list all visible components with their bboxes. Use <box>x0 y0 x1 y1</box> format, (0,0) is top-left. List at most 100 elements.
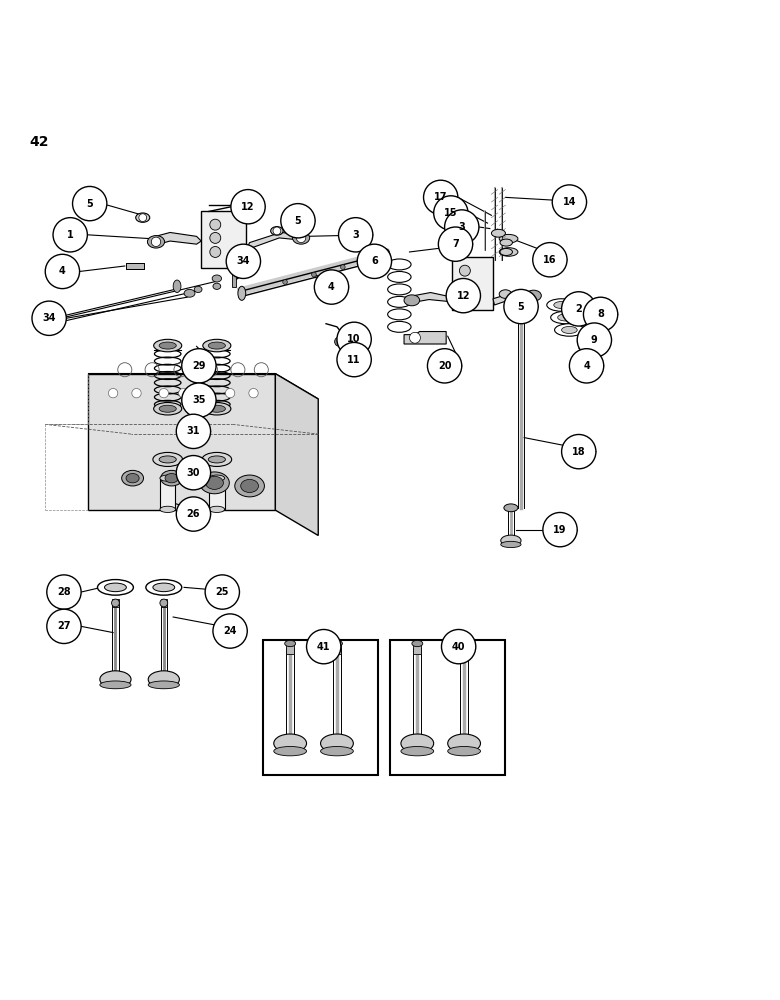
Polygon shape <box>406 293 452 303</box>
Circle shape <box>459 265 470 276</box>
Bar <box>160 478 176 509</box>
Circle shape <box>47 609 81 644</box>
Ellipse shape <box>154 339 182 352</box>
Circle shape <box>312 272 317 277</box>
Circle shape <box>226 244 261 278</box>
Ellipse shape <box>154 402 182 415</box>
Ellipse shape <box>126 473 139 483</box>
Text: 29: 29 <box>192 361 206 371</box>
Ellipse shape <box>491 229 505 237</box>
Text: 19: 19 <box>553 525 567 535</box>
Circle shape <box>112 599 119 607</box>
Text: 30: 30 <box>186 468 200 478</box>
Ellipse shape <box>212 275 222 282</box>
Text: 35: 35 <box>192 395 206 405</box>
Ellipse shape <box>499 290 512 298</box>
Bar <box>126 263 144 269</box>
Ellipse shape <box>208 405 225 412</box>
Polygon shape <box>493 291 537 305</box>
Text: 42: 42 <box>30 135 49 149</box>
Ellipse shape <box>184 289 195 297</box>
Ellipse shape <box>321 746 353 756</box>
Circle shape <box>273 227 281 235</box>
Circle shape <box>159 388 168 398</box>
Circle shape <box>32 301 66 335</box>
Circle shape <box>562 292 596 326</box>
Ellipse shape <box>147 236 165 248</box>
Text: 26: 26 <box>186 509 200 519</box>
Circle shape <box>202 388 211 398</box>
Text: 5: 5 <box>295 216 301 226</box>
Text: 5: 5 <box>87 199 93 209</box>
Bar <box>333 644 341 654</box>
Ellipse shape <box>100 681 131 689</box>
Bar <box>390 640 505 775</box>
Ellipse shape <box>526 290 541 301</box>
Text: 24: 24 <box>223 626 237 636</box>
Ellipse shape <box>499 234 518 243</box>
Ellipse shape <box>241 479 258 493</box>
Text: 40: 40 <box>452 642 466 652</box>
Circle shape <box>504 289 538 324</box>
Circle shape <box>552 185 587 219</box>
Circle shape <box>337 342 371 377</box>
Ellipse shape <box>501 541 521 548</box>
Bar <box>413 644 421 654</box>
Circle shape <box>210 232 221 243</box>
Text: 1: 1 <box>67 230 73 240</box>
Ellipse shape <box>202 452 232 466</box>
Circle shape <box>424 180 458 215</box>
Circle shape <box>179 388 188 398</box>
Ellipse shape <box>238 286 246 300</box>
Polygon shape <box>248 232 304 248</box>
Circle shape <box>205 575 239 609</box>
Ellipse shape <box>194 286 202 293</box>
Circle shape <box>410 332 420 343</box>
Bar <box>460 644 468 654</box>
Polygon shape <box>148 232 201 246</box>
Circle shape <box>577 323 612 357</box>
Ellipse shape <box>122 470 144 486</box>
Ellipse shape <box>401 746 434 756</box>
Circle shape <box>438 227 473 261</box>
Ellipse shape <box>332 640 342 647</box>
Ellipse shape <box>274 746 307 756</box>
Circle shape <box>562 434 596 469</box>
Text: 11: 11 <box>347 355 361 365</box>
Text: 4: 4 <box>583 361 590 371</box>
Circle shape <box>445 210 479 244</box>
Ellipse shape <box>501 535 521 546</box>
Circle shape <box>337 322 371 356</box>
Circle shape <box>176 456 211 490</box>
Ellipse shape <box>448 734 480 753</box>
Ellipse shape <box>516 308 526 314</box>
Text: 6: 6 <box>371 256 378 266</box>
Text: 41: 41 <box>317 642 331 652</box>
Ellipse shape <box>213 283 221 289</box>
Polygon shape <box>404 332 446 344</box>
Circle shape <box>231 190 265 224</box>
Ellipse shape <box>562 326 577 333</box>
Ellipse shape <box>209 475 225 481</box>
Circle shape <box>176 497 211 531</box>
Circle shape <box>543 512 577 547</box>
Text: 34: 34 <box>42 313 56 323</box>
Circle shape <box>73 186 107 221</box>
Circle shape <box>176 414 211 449</box>
FancyBboxPatch shape <box>201 211 246 268</box>
Circle shape <box>341 265 346 269</box>
Circle shape <box>282 280 287 284</box>
Circle shape <box>441 629 476 664</box>
Circle shape <box>459 279 470 290</box>
Text: 31: 31 <box>186 426 200 436</box>
Ellipse shape <box>153 452 183 466</box>
Ellipse shape <box>200 472 229 494</box>
Circle shape <box>335 337 344 346</box>
Ellipse shape <box>98 580 133 595</box>
Ellipse shape <box>100 671 131 688</box>
Circle shape <box>213 614 247 648</box>
Ellipse shape <box>555 324 584 336</box>
Text: 4: 4 <box>59 266 66 276</box>
Circle shape <box>357 244 392 278</box>
Ellipse shape <box>160 506 176 512</box>
